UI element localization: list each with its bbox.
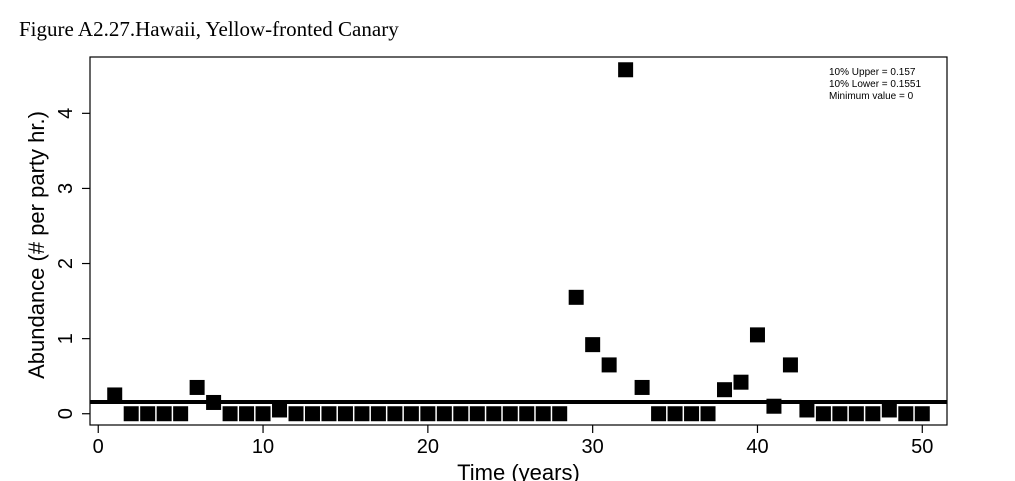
data-point — [832, 406, 848, 422]
data-point — [469, 406, 485, 422]
data-point — [601, 357, 617, 373]
data-point — [618, 62, 634, 78]
x-tick-label: 30 — [582, 436, 604, 458]
data-point — [321, 406, 337, 422]
data-point — [717, 382, 733, 398]
data-point — [453, 406, 469, 422]
data-point — [898, 406, 914, 422]
data-point — [255, 406, 271, 422]
data-point — [123, 406, 139, 422]
data-point — [700, 406, 716, 422]
data-point — [914, 406, 930, 422]
data-point — [370, 406, 386, 422]
data-point — [304, 406, 320, 422]
data-point — [156, 406, 172, 422]
data-point — [865, 406, 881, 422]
data-point — [749, 327, 765, 343]
data-point — [173, 406, 189, 422]
data-point — [585, 337, 601, 353]
x-tick-label: 50 — [911, 436, 933, 458]
y-tick-label: 2 — [55, 258, 77, 269]
data-point — [387, 406, 403, 422]
data-point — [881, 402, 897, 418]
data-point — [651, 406, 667, 422]
data-point — [535, 406, 551, 422]
data-point — [107, 387, 123, 403]
annotation-line: 10% Upper = 0.157 — [829, 67, 916, 78]
data-point — [288, 406, 304, 422]
data-point — [799, 402, 815, 418]
annotation-line: 10% Lower = 0.1551 — [829, 79, 921, 90]
data-point — [848, 406, 864, 422]
plot-area-frame — [89, 56, 948, 426]
data-point — [189, 379, 205, 395]
data-point — [733, 374, 749, 390]
data-point — [815, 406, 831, 422]
annotation-line: Minimum value = 0 — [829, 91, 914, 102]
data-point — [502, 406, 518, 422]
data-point — [403, 406, 419, 422]
y-axis: 0 1 2 3 4 — [55, 108, 90, 419]
data-point — [272, 402, 288, 418]
data-point — [782, 357, 798, 373]
y-tick-label: 4 — [55, 108, 77, 119]
figure-title: Figure A2.27.Hawaii, Yellow-fronted Cana… — [19, 17, 399, 41]
data-point — [206, 394, 222, 410]
data-point — [684, 406, 700, 422]
data-point — [239, 406, 255, 422]
x-tick-label: 40 — [746, 436, 768, 458]
y-axis-title: Abundance (# per party hr.) — [24, 111, 49, 379]
data-point — [766, 398, 782, 414]
data-point — [337, 406, 353, 422]
data-point — [354, 406, 370, 422]
data-point — [667, 406, 683, 422]
x-tick-label: 10 — [252, 436, 274, 458]
data-point — [568, 289, 584, 305]
x-tick-label: 20 — [417, 436, 439, 458]
data-point — [519, 406, 535, 422]
x-tick-label: 0 — [93, 436, 104, 458]
data-point — [436, 406, 452, 422]
y-tick-label: 3 — [55, 183, 77, 194]
y-tick-label: 0 — [55, 408, 77, 419]
data-points — [107, 62, 930, 422]
x-axis: 0 10 20 30 40 50 — [93, 425, 933, 458]
x-axis-title: Time (years) — [457, 460, 580, 481]
y-tick-label: 1 — [55, 333, 77, 344]
data-point — [222, 406, 238, 422]
data-point — [634, 379, 650, 395]
data-point — [140, 406, 156, 422]
data-point — [420, 406, 436, 422]
data-point — [552, 406, 568, 422]
data-point — [486, 406, 502, 422]
